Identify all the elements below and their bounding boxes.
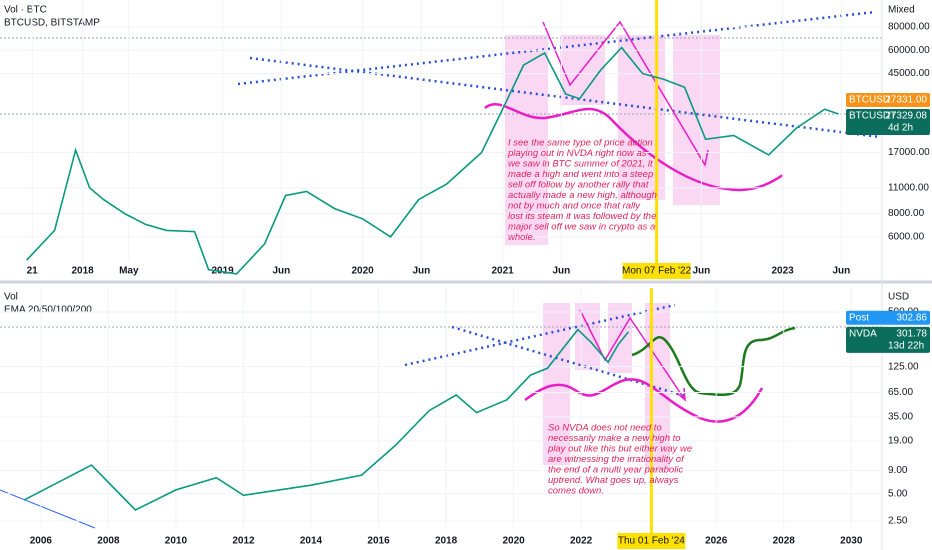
x-tick-label: 2018 [71, 266, 94, 277]
x-tick-label: 2026 [705, 536, 728, 547]
pattern-curve [484, 103, 784, 192]
annotation-line: sell off follow by another rally that [508, 180, 649, 191]
x-tick-label: 2030 [840, 536, 863, 547]
scale-mode: USD [888, 292, 909, 303]
highlight-box [608, 303, 632, 373]
annotation-line: whole. [508, 232, 535, 243]
price-badge-countdown: 4d 2h [888, 123, 913, 134]
x-tick-label: 21 [27, 266, 39, 277]
price-badge-name: BTCUSDT [849, 111, 896, 122]
scale-mode: Mixed [888, 5, 915, 16]
crosshair-label: Thu 01 Feb '24 [618, 536, 685, 547]
price-badge-bg [846, 109, 930, 136]
x-tick-label: 2006 [30, 536, 53, 547]
projection-curve [631, 326, 796, 397]
trend-line [249, 56, 881, 139]
x-tick-label: Jun [273, 266, 291, 277]
x-tick-label: 2012 [232, 536, 255, 547]
y-tick-label: 125.00 [888, 361, 919, 372]
trend-line [404, 303, 676, 367]
annotation-line: So NVDA does not need to [548, 423, 662, 434]
y-tick-label: 65.00 [888, 387, 913, 398]
y-tick-label: 5.00 [888, 488, 908, 499]
pattern-curve [524, 378, 764, 423]
highlight-box [505, 35, 548, 245]
trend-line [237, 10, 876, 86]
price-badge: Post 302.86 [846, 310, 930, 325]
annotation-line: the end of a multi year parabolic [548, 465, 683, 476]
price-badge-name: Post [849, 312, 869, 323]
y-tick-label: 45000.00 [888, 68, 930, 79]
x-tick-label: Jun [553, 266, 571, 277]
x-tick-label: 2022 [570, 536, 593, 547]
annotation-line: we saw in BTC summer of 2021, it [508, 159, 653, 170]
crosshair-label: Mon 07 Feb '22 [622, 266, 692, 277]
price-badge-bg [846, 326, 930, 353]
x-tick-label: 2016 [367, 536, 390, 547]
highlight-box [575, 303, 600, 370]
annotation-line: I see the same type of price action [508, 138, 653, 149]
x-tick-label: 2023 [771, 266, 794, 277]
highlight-box [673, 35, 720, 205]
y-tick-label: 60000.00 [888, 45, 930, 56]
y-tick-label: 8000.00 [888, 208, 925, 219]
trend-line [0, 489, 96, 529]
x-tick-label: 2028 [773, 536, 796, 547]
annotation-line: major sell off we saw in crypto as a [508, 222, 655, 233]
x-tick-label: 2008 [97, 536, 120, 547]
annotation-line: lost its steam it was followed by the [508, 211, 656, 222]
price-line [23, 328, 630, 511]
price-line [26, 46, 839, 275]
pattern-arrow [542, 20, 709, 168]
y-tick-label: 9.00 [888, 465, 908, 476]
x-tick-label: 2014 [300, 536, 323, 547]
price-badge-value: 27329.08 [885, 111, 927, 122]
x-tick-label: 2010 [165, 536, 188, 547]
panel-subtitle: BTCUSD, BITSTAMP [4, 18, 100, 29]
annotation-line: playing out in NVDA right now as [507, 148, 647, 159]
x-tick-label: May [119, 266, 139, 277]
annotation-line: necessarily make a new high to [548, 433, 681, 444]
y-tick-label: 2.50 [888, 516, 908, 527]
y-tick-label: 35.00 [888, 412, 913, 423]
price-badge-value: 27331.00 [885, 95, 927, 106]
price-badge-bg [846, 310, 930, 325]
annotation-line: made a high and went into a steep [508, 169, 653, 180]
x-tick-label: Jun [413, 266, 431, 277]
y-tick-label: 80000.00 [888, 22, 930, 33]
y-tick-label: 19.00 [888, 436, 913, 447]
x-tick-label: 2021 [491, 266, 514, 277]
price-badge-name: BTCUSD [849, 95, 890, 106]
annotation-line: not by much and once that rally [508, 201, 641, 212]
y-tick-label: 6000.00 [888, 232, 925, 243]
y-tick-label: 17000.00 [888, 147, 930, 158]
price-badge-value: 301.78 [896, 329, 927, 340]
x-tick-label: 2020 [502, 536, 525, 547]
x-tick-label: Jun [693, 266, 711, 277]
panel-title: Vol · BTC [4, 5, 47, 16]
annotation-line: uptrend. What goes up, always [548, 475, 679, 486]
x-tick-label: 2018 [435, 536, 458, 547]
y-tick-label: 11000.00 [888, 182, 929, 193]
price-badge-countdown: 13d 22h [888, 341, 924, 352]
price-badge-value: 302.86 [896, 312, 927, 323]
annotation-line: actually made a new high, although [508, 190, 657, 201]
crosshair-label-bg [622, 263, 691, 279]
x-tick-label: 2020 [351, 266, 374, 277]
panel-title: Vol [4, 292, 18, 303]
annotation-line: are witnessing the irrationality of [548, 454, 685, 465]
panel-subtitle: EMA 20/50/100/200 [4, 305, 92, 316]
crosshair-label-bg [617, 533, 686, 549]
price-badge-name: NVDA [849, 329, 877, 340]
price-badge-bg [846, 93, 930, 108]
annotation-line: play out like this but either way we [547, 444, 692, 455]
annotation-line: comes down. [548, 486, 604, 497]
x-tick-label: Jun [833, 266, 851, 277]
